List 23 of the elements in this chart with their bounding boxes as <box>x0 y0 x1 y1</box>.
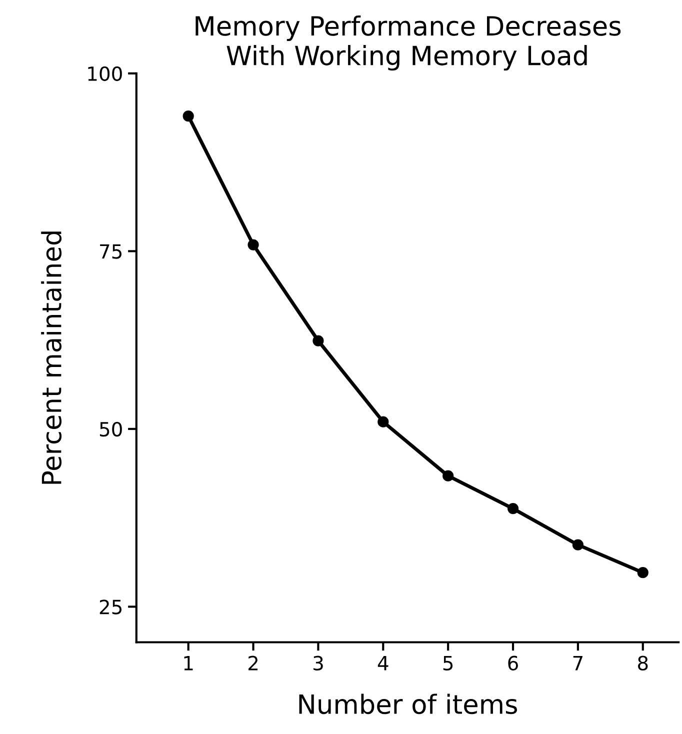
x-axis-title: Number of items <box>299 694 517 714</box>
x-tick-label: 1 <box>184 656 193 670</box>
point <box>248 239 259 250</box>
point <box>507 503 519 514</box>
y-tick-label: 50 <box>100 422 122 437</box>
y-tick-label: 25 <box>100 600 122 614</box>
x-tick-label: 8 <box>638 656 648 670</box>
x-tick-label: 6 <box>508 656 518 670</box>
point <box>442 470 454 482</box>
x-tick-label: 4 <box>378 656 388 670</box>
x-tick-label: 3 <box>314 656 323 670</box>
point <box>378 416 389 428</box>
x-tick-label: 5 <box>443 656 453 670</box>
point <box>182 110 194 122</box>
x-tick-label: 7 <box>573 656 582 670</box>
x-tick-label: 2 <box>248 656 258 670</box>
point <box>312 335 324 346</box>
y-axis-title: Percent maintained <box>41 232 62 484</box>
chart-title: Memory Performance Decreases With Working Memory Load <box>196 15 621 71</box>
point <box>637 567 648 578</box>
y-tick-label: 75 <box>100 244 122 259</box>
y-tick-label: 100 <box>88 66 122 82</box>
point <box>572 539 584 550</box>
